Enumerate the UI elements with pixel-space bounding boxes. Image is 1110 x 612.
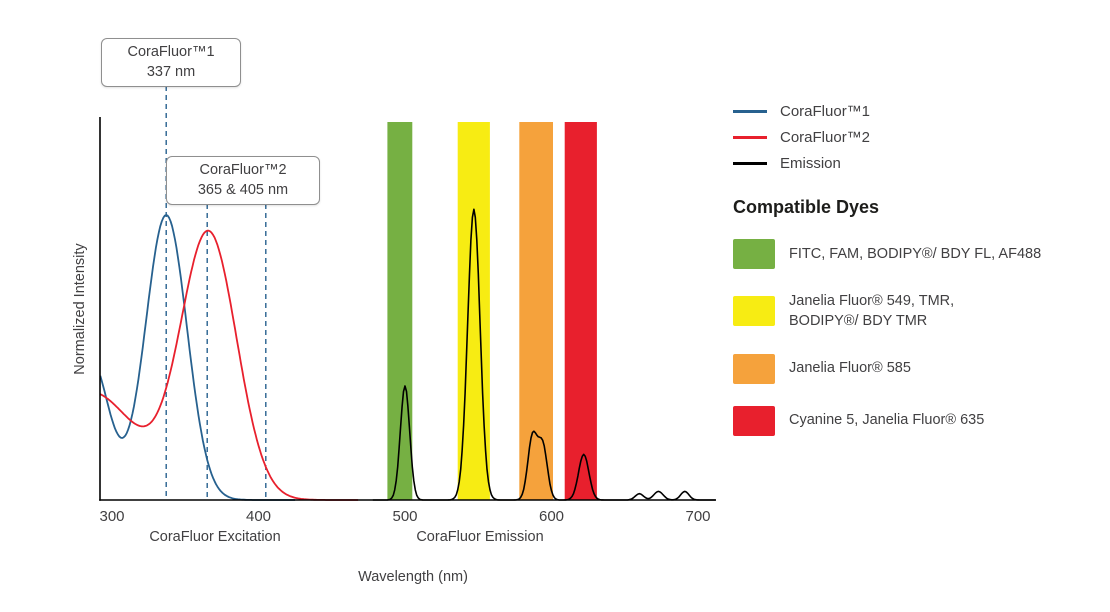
yellow-dye-label: Janelia Fluor® 549, TMR, BODIPY®/ BDY TM… — [789, 293, 955, 330]
dye-item-orange: Janelia Fluor® 585 — [733, 353, 1105, 384]
x-tick-600: 600 — [539, 508, 564, 525]
compatible-dyes-heading: Compatible Dyes — [733, 197, 880, 217]
dye-item-red: Cyanine 5, Janelia Fluor® 635 — [733, 405, 1105, 436]
legend-label-corafluor1: CoraFluor™1 — [780, 103, 871, 120]
legend-and-dyes-panel: CoraFluor™1 CoraFluor™2 Emission Compati… — [733, 103, 1105, 458]
x-tick-300: 300 — [99, 508, 124, 525]
spectra-chart: 300 400 500 600 700 — [99, 86, 716, 525]
dye-item-green: FITC, FAM, BODIPY®/ BDY FL, AF488 — [733, 239, 1105, 269]
corafluor2-line-sample-icon — [733, 136, 767, 139]
legend-label-emission: Emission — [780, 155, 841, 172]
green-dye-label: FITC, FAM, BODIPY®/ BDY FL, AF488 — [789, 245, 1042, 262]
legend-item-corafluor1: CoraFluor™1 — [733, 103, 1105, 120]
excitation-marker-lines — [165, 86, 267, 500]
annotation-corafluor1-title: CoraFluor™1 — [127, 44, 215, 60]
x-tick-700: 700 — [685, 508, 710, 525]
annotation-corafluor2-value: 365 & 405 nm — [197, 181, 289, 198]
annotation-corafluor1-value: 337 nm — [146, 63, 196, 80]
legend-label-corafluor2: CoraFluor™2 — [780, 129, 871, 146]
legend-item-emission: Emission — [733, 155, 1105, 172]
dye-filter-bands — [387, 122, 597, 500]
x-tick-labels: 300 400 500 600 700 — [99, 508, 710, 525]
curve-corafluor2-excitation — [99, 229, 359, 501]
x-tick-400: 400 — [246, 508, 271, 525]
corafluor1-line-sample-icon — [733, 110, 767, 113]
emission-region-label: CoraFluor Emission — [416, 529, 544, 545]
red-dye-swatch — [733, 405, 775, 436]
annotation-corafluor2: CoraFluor™2 365 & 405 nm — [166, 156, 320, 206]
dye-band-orange — [519, 122, 553, 500]
x-tick-500: 500 — [392, 508, 417, 525]
legend-item-corafluor2: CoraFluor™2 — [733, 129, 1105, 146]
orange-dye-swatch — [733, 353, 775, 384]
red-dye-label: Cyanine 5, Janelia Fluor® 635 — [789, 412, 985, 429]
orange-dye-label: Janelia Fluor® 585 — [789, 360, 911, 377]
emission-line-sample-icon — [733, 162, 767, 165]
annotation-corafluor1: CoraFluor™1 337 nm — [101, 38, 241, 88]
excitation-region-label: CoraFluor Excitation — [149, 529, 281, 545]
dye-item-yellow: Janelia Fluor® 549, TMR, BODIPY®/ BDY TM… — [733, 291, 1105, 332]
y-axis-label: Normalized Intensity — [72, 243, 88, 375]
yellow-dye-swatch — [733, 296, 775, 327]
annotation-corafluor2-title: CoraFluor™2 — [199, 162, 287, 178]
x-axis-label: Wavelength (nm) — [358, 569, 468, 585]
green-dye-swatch — [733, 239, 775, 269]
dye-band-red — [564, 122, 597, 500]
